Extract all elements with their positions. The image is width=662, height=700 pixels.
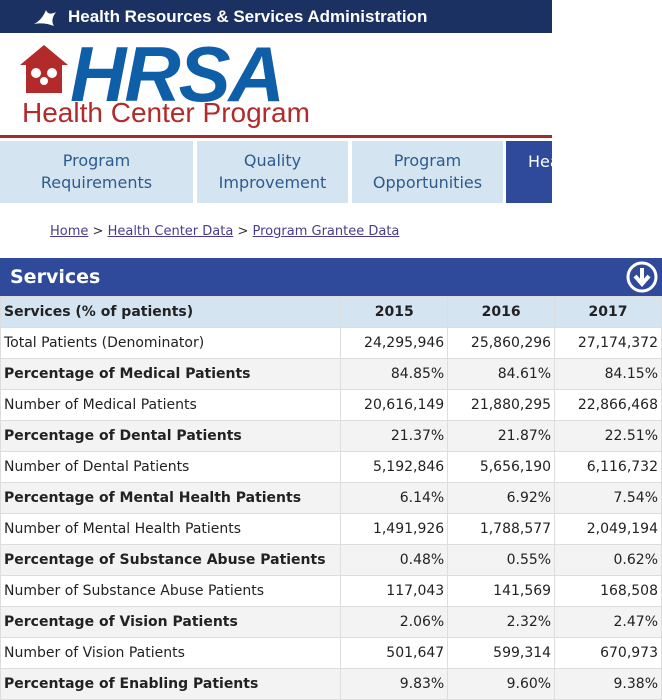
breadcrumb: Home > Health Center Data > Program Gran…	[50, 224, 399, 239]
row-label: Percentage of Mental Health Patients	[0, 482, 342, 514]
table-row: Number of Medical Patients 20,616,149 21,8…	[0, 389, 662, 421]
nav-label[interactable]: Program Opportunities	[372, 151, 483, 192]
column-header: 2015	[340, 296, 449, 328]
agency-name[interactable]: Health Resources & Services Administrati…	[68, 7, 428, 26]
logo-house	[20, 45, 68, 93]
cell-value: 7.54%	[554, 482, 662, 514]
header-row: Services (% of patients) 2015 2016 2017	[0, 296, 662, 328]
cell-value: 141,569	[447, 575, 556, 607]
cell-value: 1,788,577	[447, 513, 556, 545]
cell-value: 21.87%	[447, 420, 556, 452]
cell-value: 1,491,926	[340, 513, 449, 545]
divider	[0, 135, 552, 138]
table-row: Number of Vision Patients 501,647 599,314 6…	[0, 637, 662, 669]
cell-value: 22.51%	[554, 420, 662, 452]
cell-value: 6.92%	[447, 482, 556, 514]
nav-tab[interactable]: Program Opportunities	[352, 141, 503, 203]
logo-text: HRSA	[70, 30, 285, 118]
cell-value: 5,656,190	[447, 451, 556, 483]
cell-value: 0.48%	[340, 544, 449, 576]
cell-value: 599,314	[447, 637, 556, 669]
download-icon[interactable]	[626, 261, 658, 293]
table-row: Percentage of Substance Abuse Patients 0.…	[0, 544, 662, 576]
crumb-link[interactable]: Home	[50, 224, 89, 239]
cell-value: 117,043	[340, 575, 449, 607]
cell-value: 6,116,732	[554, 451, 662, 483]
crumb-link[interactable]: Health Center Data	[107, 224, 234, 239]
table-row: Percentage of Medical Patients 84.85% 84.6…	[0, 358, 662, 390]
nav-tab[interactable]: Hea	[506, 141, 552, 203]
cell-value: 21.37%	[340, 420, 449, 452]
nav-label[interactable]: Hea	[528, 152, 552, 171]
row-label: Percentage of Dental Patients	[0, 420, 342, 452]
cell-value: 670,973	[554, 637, 662, 669]
cell-value: 2.32%	[447, 606, 556, 638]
table-header: Services	[0, 258, 662, 296]
row-label: Number of Vision Patients	[0, 637, 342, 669]
cell-value: 9.83%	[340, 668, 449, 700]
row-label: Percentage of Medical Patients	[0, 358, 342, 390]
cell-value: 84.15%	[554, 358, 662, 390]
cell-value: 0.62%	[554, 544, 662, 576]
cell-value: 5,192,846	[340, 451, 449, 483]
row-label: Total Patients (Denominator)	[0, 327, 342, 359]
table-row: Percentage of Enabling Patients 9.83% 9.60…	[0, 668, 662, 700]
cell-value: 2,049,194	[554, 513, 662, 545]
crumb-link[interactable]: Program Grantee Data	[252, 224, 400, 239]
table-row: Number of Substance Abuse Patients 117,04…	[0, 575, 662, 607]
row-label: Number of Substance Abuse Patients	[0, 575, 342, 607]
cell-value: 20,616,149	[340, 389, 449, 421]
table-title: Services	[10, 266, 101, 288]
row-label: Percentage of Substance Abuse Patients	[0, 544, 342, 576]
cell-value: 9.60%	[447, 668, 556, 700]
cell-value: 2.06%	[340, 606, 449, 638]
table-row: Number of Dental Patients 5,192,846 5,656,…	[0, 451, 662, 483]
cell-value: 22,866,468	[554, 389, 662, 421]
nav-tab[interactable]: Program Requirements	[0, 141, 193, 203]
table-row: Percentage of Mental Health Patients 6.14…	[0, 482, 662, 514]
cell-value: 25,860,296	[447, 327, 556, 359]
cell-value: 9.38%	[554, 668, 662, 700]
cell-value: 6.14%	[340, 482, 449, 514]
agency-bar: Health Resources & Services Administrati…	[0, 0, 552, 33]
cell-value: 168,508	[554, 575, 662, 607]
nav-label[interactable]: Program Requirements	[40, 151, 153, 192]
hhs-icon	[34, 10, 56, 26]
cell-value: 27,174,372	[554, 327, 662, 359]
cell-value: 0.55%	[447, 544, 556, 576]
cell-value: 84.85%	[340, 358, 449, 390]
column-header: Services (% of patients)	[0, 296, 342, 328]
table-row: Number of Mental Health Patients 1,491,92…	[0, 513, 662, 545]
cell-value: 84.61%	[447, 358, 556, 390]
data-table: Services (% of patients) 2015 2016 2017 Tota…	[0, 296, 662, 700]
column-header: 2017	[554, 296, 662, 328]
row-label: Percentage of Enabling Patients	[0, 668, 342, 700]
row-label: Number of Dental Patients	[0, 451, 342, 483]
crumb-sep: >	[92, 224, 104, 239]
cell-value: 24,295,946	[340, 327, 449, 359]
logo[interactable]: HRSA Health Center Program	[0, 30, 552, 137]
nav-label[interactable]: Quality Improvement	[218, 151, 327, 192]
cell-value: 21,880,295	[447, 389, 556, 421]
row-label: Percentage of Vision Patients	[0, 606, 342, 638]
cell-value: 2.47%	[554, 606, 662, 638]
table-row: Percentage of Dental Patients 21.37% 21.87…	[0, 420, 662, 452]
program-name: Health Center Program	[22, 97, 310, 128]
table-row: Percentage of Vision Patients 2.06% 2.32% 2…	[0, 606, 662, 638]
column-header: 2016	[447, 296, 556, 328]
row-label: Number of Mental Health Patients	[0, 513, 342, 545]
crumb-sep: >	[237, 224, 249, 239]
row-label: Number of Medical Patients	[0, 389, 342, 421]
table-row: Total Patients (Denominator) 24,295,946 25…	[0, 327, 662, 359]
nav-tab[interactable]: Quality Improvement	[197, 141, 348, 203]
cell-value: 501,647	[340, 637, 449, 669]
